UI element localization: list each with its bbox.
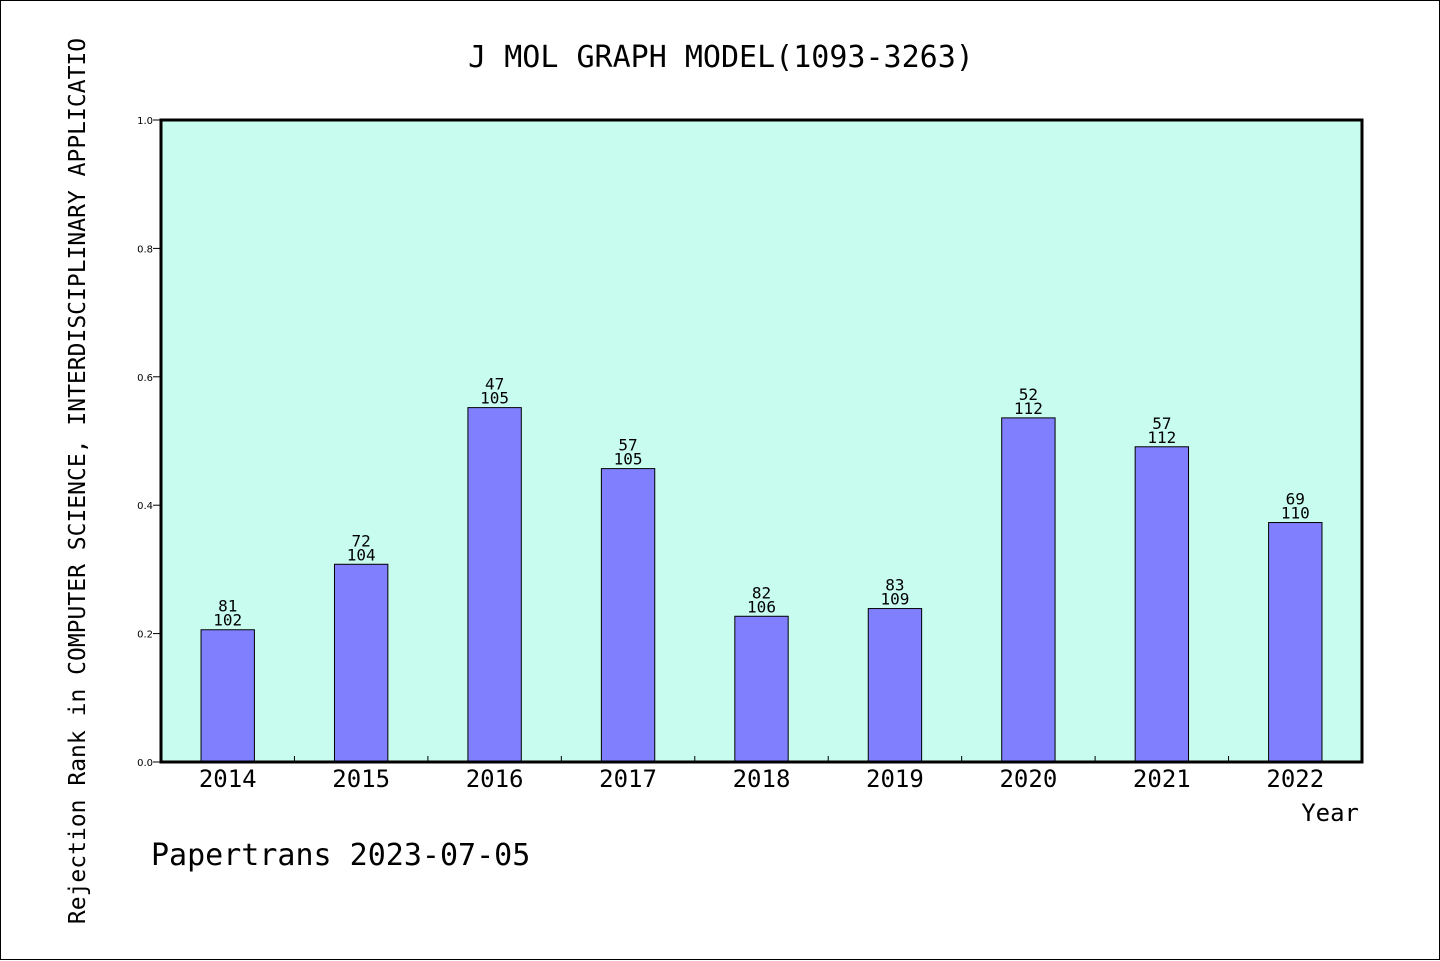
x-tick-label: 2018 xyxy=(733,765,791,793)
bar-2016 xyxy=(467,407,522,763)
bar-2018 xyxy=(734,615,789,763)
bar-total-label: 105 xyxy=(480,389,509,408)
bar-rank-label: 47 xyxy=(485,375,504,394)
x-tick-label: 2014 xyxy=(199,765,257,793)
y-tick-label: 0.6 xyxy=(137,373,153,384)
x-axis-label: Year xyxy=(1301,799,1359,827)
bar-rank-label: 81 xyxy=(218,597,237,616)
x-tick-label: 2016 xyxy=(466,765,524,793)
x-tick-label: 2020 xyxy=(999,765,1057,793)
bar-total-label: 110 xyxy=(1281,504,1310,523)
bar-rank-label: 57 xyxy=(1152,414,1171,433)
bar-rank-label: 82 xyxy=(752,583,771,602)
x-tick-label: 2017 xyxy=(599,765,657,793)
bar-total-label: 106 xyxy=(747,597,776,616)
bar-total-label: 102 xyxy=(213,611,242,630)
y-axis-label: Rejection Rank in COMPUTER SCIENCE, INTE… xyxy=(65,38,91,924)
bar-total-label: 112 xyxy=(1147,428,1176,447)
bar-2020 xyxy=(1001,417,1056,763)
bar-2014 xyxy=(200,629,255,763)
x-tick-label: 2019 xyxy=(866,765,924,793)
bar-rank-label: 69 xyxy=(1286,490,1305,509)
bar-rank-label: 83 xyxy=(885,576,904,595)
y-tick-label: 0.4 xyxy=(137,501,153,512)
x-ticks-group: 2014 2015 2016 2017 2018 2019 2020 2021 2022 xyxy=(199,756,1324,793)
x-tick-label: 2015 xyxy=(332,765,390,793)
bars-group: 8110272104471055710582106831095211257112… xyxy=(200,375,1323,763)
footer-credit: Papertrans 2023-07-05 xyxy=(151,838,530,873)
y-tick-label: 0.2 xyxy=(137,630,153,641)
bar-total-label: 105 xyxy=(614,450,643,469)
bar-2019 xyxy=(867,608,923,763)
x-tick-label: 2022 xyxy=(1266,765,1324,793)
bar-rank-label: 52 xyxy=(1019,385,1038,404)
chart-title: J MOL GRAPH MODEL(1093-3263) xyxy=(468,40,974,75)
bar-total-label: 109 xyxy=(880,590,909,609)
bar-2015 xyxy=(333,563,389,763)
y-tick-label: 0.8 xyxy=(137,244,153,255)
plot-border xyxy=(159,118,1364,764)
bar-2017 xyxy=(600,468,656,763)
y-tick-label: 0.0 xyxy=(137,758,153,769)
x-tick-label: 2021 xyxy=(1133,765,1191,793)
y-ticks-group: 0.0 0.2 0.4 0.6 0.8 1.0 xyxy=(137,116,161,769)
bar-total-label: 112 xyxy=(1014,399,1043,418)
bar-total-label: 104 xyxy=(347,545,376,564)
bar-2022 xyxy=(1268,522,1323,763)
y-tick-label: 1.0 xyxy=(137,116,153,127)
bar-2021 xyxy=(1134,446,1190,763)
bar-rank-label: 57 xyxy=(618,436,637,455)
bar-rank-label: 72 xyxy=(352,531,371,550)
